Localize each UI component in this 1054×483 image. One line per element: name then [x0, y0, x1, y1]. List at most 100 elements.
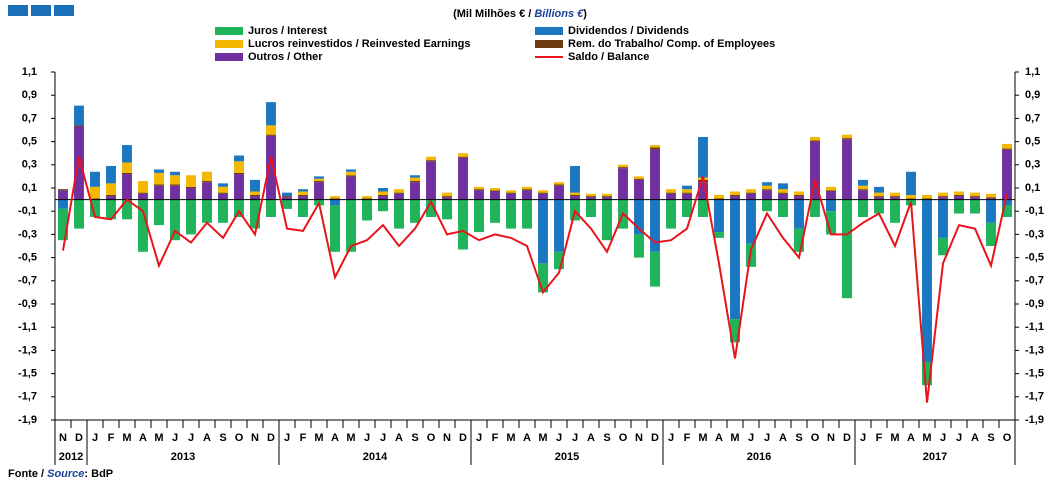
bar-segment — [682, 199, 692, 217]
x-tick-label: J — [860, 432, 866, 444]
bar-segment — [266, 135, 276, 200]
bar-segment — [90, 186, 100, 199]
bar-segment — [154, 199, 164, 226]
bar-segment — [250, 191, 260, 195]
bar-segment — [458, 156, 468, 158]
y-tick-label: -0,1 — [18, 205, 37, 217]
x-tick-label: J — [748, 432, 754, 444]
y2-tick-label: -1,7 — [1025, 391, 1044, 403]
bar-segment — [954, 196, 964, 200]
bar-segment — [602, 197, 612, 200]
bar-segment — [554, 182, 564, 185]
bar-segment — [378, 196, 388, 200]
bar-segment — [922, 362, 932, 386]
bar-segment — [858, 179, 868, 186]
bar-segment — [730, 196, 740, 200]
x-tick-label: J — [556, 432, 562, 444]
year-label: 2015 — [555, 451, 579, 463]
bar-segment — [346, 169, 356, 172]
bar-segment — [954, 194, 964, 197]
bar-segment — [202, 199, 212, 223]
bar-segment — [170, 199, 180, 241]
x-tick-label: O — [235, 432, 244, 444]
bar-segment — [970, 192, 980, 197]
x-tick-label: J — [476, 432, 482, 444]
bar-segment — [474, 189, 484, 191]
bar-segment — [826, 186, 836, 191]
bar-segment — [954, 199, 964, 214]
bar-segment — [58, 199, 68, 209]
bar-segment — [666, 192, 676, 194]
y2-tick-label: -1,9 — [1025, 414, 1044, 426]
bar-segment — [154, 169, 164, 173]
bar-segment — [698, 136, 708, 178]
x-tick-label: O — [1003, 432, 1012, 444]
bar-segment — [490, 190, 500, 192]
bar-segment — [794, 196, 804, 200]
x-tick-label: M — [922, 432, 931, 444]
bar-segment — [522, 190, 532, 200]
bar-segment — [186, 188, 196, 200]
x-tick-label: N — [59, 432, 67, 444]
bar-segment — [394, 192, 404, 194]
bar-segment — [234, 174, 244, 200]
y2-tick-label: 0,5 — [1025, 136, 1040, 148]
bar-segment — [746, 189, 756, 193]
x-tick-label: S — [603, 432, 610, 444]
x-tick-label: N — [827, 432, 835, 444]
bar-segment — [986, 198, 996, 200]
x-tick-label: J — [940, 432, 946, 444]
bar-segment — [154, 185, 164, 200]
x-tick-label: M — [506, 432, 515, 444]
legend-label: Lucros reinvestidos / Reinvested Earning… — [248, 38, 471, 50]
bar-segment — [570, 194, 580, 197]
bar-segment — [986, 197, 996, 199]
bar-segment — [58, 208, 68, 241]
bar-segment — [266, 134, 276, 136]
bar-segment — [586, 199, 596, 217]
x-tick-label: M — [730, 432, 739, 444]
bar-segment — [106, 199, 116, 220]
bar-segment — [122, 172, 132, 175]
bar-segment — [122, 145, 132, 163]
year-label: 2014 — [363, 451, 388, 463]
bar-segment — [618, 164, 628, 168]
bar-segment — [634, 199, 644, 235]
bar-segment — [618, 168, 628, 200]
bar-segment — [938, 237, 948, 256]
bar-segment — [826, 191, 836, 200]
x-tick-label: A — [715, 432, 723, 444]
bar-segment — [282, 197, 292, 200]
bar-segment — [106, 194, 116, 197]
bar-segment — [186, 186, 196, 188]
x-tick-label: J — [668, 432, 674, 444]
bar-segment — [586, 193, 596, 197]
bar-segment — [666, 199, 676, 229]
bar-segment — [570, 196, 580, 200]
bar-segment — [570, 165, 580, 193]
y2-tick-label: 0,9 — [1025, 89, 1040, 101]
x-tick-label: F — [108, 432, 115, 444]
bar-segment — [858, 189, 868, 191]
bar-segment — [666, 193, 676, 200]
bar-segment — [634, 176, 644, 179]
x-tick-label: J — [188, 432, 194, 444]
bar-segment — [234, 172, 244, 175]
bar-segment — [314, 176, 324, 179]
bar-segment — [458, 157, 468, 200]
bar-segment — [298, 191, 308, 195]
bar-segment — [394, 199, 404, 229]
bar-segment — [650, 199, 660, 252]
bar-segment — [426, 160, 436, 162]
bar-segment — [650, 145, 660, 148]
bar-segment — [986, 199, 996, 223]
x-tick-label: J — [284, 432, 290, 444]
bar-segment — [938, 196, 948, 198]
x-tick-label: M — [122, 432, 131, 444]
x-tick-label: J — [92, 432, 98, 444]
x-tick-label: F — [684, 432, 691, 444]
title-part: Billions € — [534, 8, 584, 20]
bar-segment — [762, 182, 772, 186]
bar-segment — [538, 192, 548, 194]
x-tick-label: A — [139, 432, 147, 444]
